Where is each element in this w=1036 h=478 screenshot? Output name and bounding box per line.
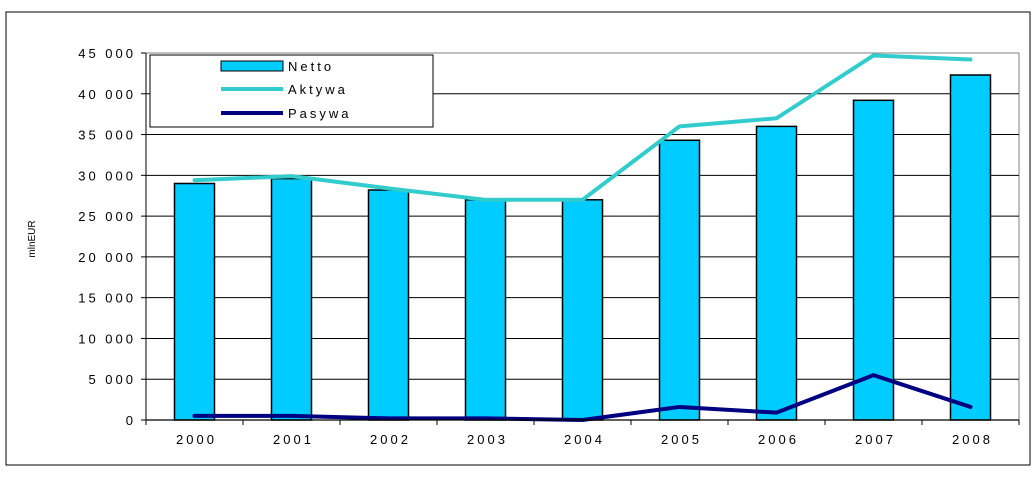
x-tick-label: 2001 <box>273 432 314 447</box>
legend-box <box>149 54 434 128</box>
y-tick-label: 40 000 <box>78 87 136 102</box>
series-line <box>192 53 973 202</box>
bar <box>755 125 798 421</box>
x-tick-label: 2006 <box>758 432 799 447</box>
legend-label: Netto <box>288 59 334 74</box>
x-tick-label: 2003 <box>467 432 508 447</box>
x-tick-label: 2002 <box>370 432 411 447</box>
x-tick-label: 2000 <box>176 432 217 447</box>
legend-label: Aktywa <box>288 82 348 97</box>
y-axis-label: mlnEUR <box>27 220 38 257</box>
x-tick-label: 2007 <box>855 432 896 447</box>
bar <box>173 182 216 421</box>
bar <box>949 74 992 421</box>
y-tick-label: 10 000 <box>78 331 136 346</box>
y-tick-label: 30 000 <box>78 168 136 183</box>
y-tick-label: 20 000 <box>78 250 136 265</box>
y-tick-label: 15 000 <box>78 291 136 306</box>
y-tick-label: 0 <box>126 413 136 428</box>
bar <box>367 189 410 421</box>
bar <box>852 99 895 421</box>
bars <box>173 74 992 421</box>
legend-swatch-bar <box>220 60 284 72</box>
bar <box>561 199 604 421</box>
legend-label: Pasywa <box>288 106 352 121</box>
bar <box>270 177 313 421</box>
x-tick-label: 2008 <box>952 432 993 447</box>
y-tick-label: 45 000 <box>78 46 136 61</box>
bar <box>464 199 507 421</box>
x-tick-label: 2004 <box>564 432 605 447</box>
axes: 0 5 000 10 000 15 000 20 000 25 000 30 000 35 0… <box>78 46 1020 447</box>
bar <box>658 139 701 421</box>
y-tick-label: 5 000 <box>88 372 136 387</box>
x-tick-label: 2005 <box>661 432 702 447</box>
legend: Netto Aktywa Pasywa <box>149 54 434 128</box>
y-tick-label: 35 000 <box>78 128 136 143</box>
y-tick-label: 25 000 <box>78 209 136 224</box>
